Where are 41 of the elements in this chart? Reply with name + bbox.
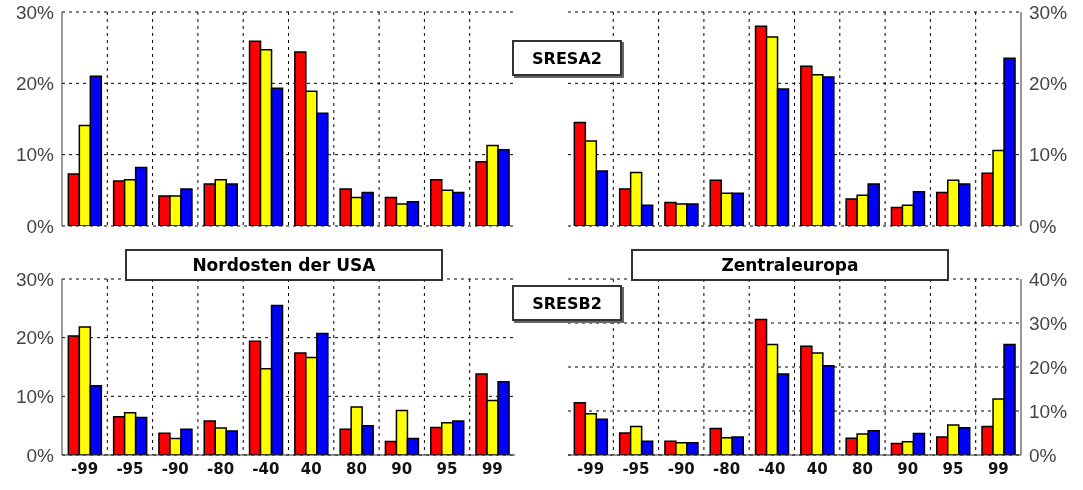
x-tick-label: 99 — [481, 459, 503, 478]
x-tick-label: -95 — [622, 459, 650, 478]
x-tick-label: 80 — [852, 459, 873, 478]
x-tick-label: -90 — [161, 459, 189, 478]
y2-tick-label: 20% — [1029, 73, 1068, 95]
y-tick-label: 30% — [15, 268, 55, 290]
x-tick-label: -99 — [577, 459, 605, 478]
y-tick-label: 20% — [15, 73, 55, 95]
title-frame: Nordosten der USA — [125, 249, 443, 281]
y-tick-label: 0% — [26, 215, 55, 237]
y2-tick-label: 30% — [1029, 312, 1068, 334]
x-tick-label: -95 — [116, 459, 144, 478]
x-tick-label: 90 — [897, 459, 919, 478]
x-tick-label: 95 — [436, 459, 458, 478]
x-tick-label: -90 — [667, 459, 695, 478]
title-frame: Zentraleuropa — [631, 249, 949, 281]
x-tick-label: 40 — [806, 459, 828, 478]
y-tick-label: 30% — [15, 1, 55, 23]
label-frame: SRESA2 — [512, 40, 622, 76]
x-tick-label: -80 — [207, 459, 235, 478]
x-tick-label: 40 — [300, 459, 322, 478]
y2-tick-label: 10% — [1029, 144, 1068, 166]
y2-tick-label: 30% — [1029, 1, 1068, 23]
x-tick-label: -99 — [71, 459, 99, 478]
y2-tick-label: 0% — [1029, 444, 1057, 466]
y-tick-label: 20% — [15, 327, 55, 349]
y2-tick-label: 10% — [1029, 400, 1068, 422]
x-tick-label: 80 — [346, 459, 367, 478]
x-tick-label: -80 — [713, 459, 741, 478]
y-tick-label: 10% — [15, 144, 55, 166]
y2-tick-label: 20% — [1029, 356, 1068, 378]
x-tick-label: 99 — [987, 459, 1009, 478]
label-frame: SRESB2 — [512, 285, 622, 321]
x-tick-label: -40 — [758, 459, 786, 478]
x-tick-label: -40 — [252, 459, 280, 478]
y-tick-label: 0% — [26, 444, 55, 466]
y2-tick-label: 40% — [1029, 268, 1068, 290]
x-tick-label: 90 — [391, 459, 413, 478]
x-tick-label: 95 — [942, 459, 964, 478]
y-tick-label: 10% — [15, 386, 55, 408]
y2-tick-label: 0% — [1029, 215, 1057, 237]
